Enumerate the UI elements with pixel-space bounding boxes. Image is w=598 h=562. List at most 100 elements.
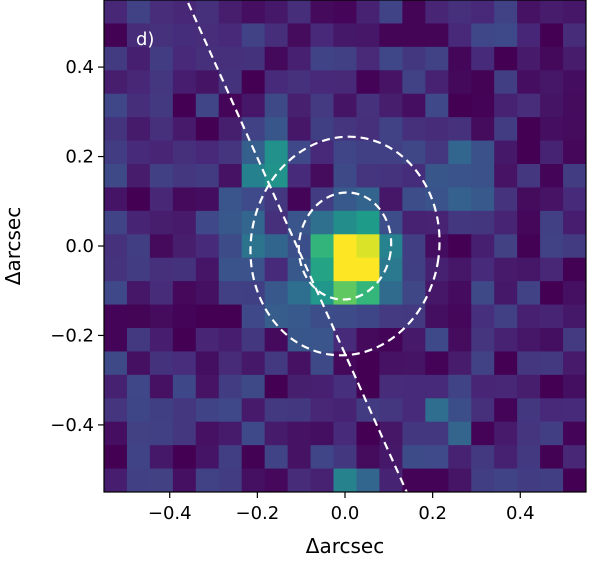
heatmap-cell — [218, 187, 243, 212]
heatmap-cell — [402, 164, 426, 189]
heatmap-cell — [287, 70, 312, 95]
heatmap-cell — [218, 164, 243, 189]
heatmap-cell — [126, 374, 151, 399]
heatmap-cell — [494, 468, 518, 492]
heatmap-cell — [356, 351, 381, 376]
heatmap-cell — [310, 328, 335, 353]
heatmap-cell — [287, 46, 312, 71]
heatmap-cell — [517, 234, 541, 259]
heatmap-cell — [402, 140, 426, 165]
heatmap-cell — [448, 304, 472, 329]
heatmap-cell — [195, 328, 220, 353]
heatmap-cell — [333, 140, 358, 165]
heatmap-cell — [264, 351, 289, 376]
heatmap-cell — [402, 281, 426, 306]
heatmap-cell — [195, 93, 220, 118]
heatmap-cell — [172, 234, 197, 259]
heatmap-cell — [563, 257, 586, 282]
heatmap-cell — [218, 351, 243, 376]
heatmap-cell — [356, 328, 381, 353]
heatmap-cell — [494, 140, 518, 165]
heatmap-cell — [172, 93, 197, 118]
heatmap-cell — [264, 445, 289, 470]
heatmap-cell — [425, 421, 449, 446]
heatmap-cell — [149, 70, 174, 95]
heatmap-cell — [540, 70, 564, 95]
heatmap-cell — [333, 398, 358, 423]
heatmap-cell — [149, 468, 174, 492]
heatmap-cell — [195, 445, 220, 470]
heatmap-cell — [287, 351, 312, 376]
heatmap-cell — [356, 164, 381, 189]
heatmap-cell — [563, 140, 586, 165]
heatmap-cell — [517, 468, 541, 492]
heatmap-cell — [104, 257, 128, 282]
heatmap-cell — [149, 421, 174, 446]
heatmap-cell — [126, 93, 151, 118]
heatmap-cell — [218, 398, 243, 423]
heatmap-cell — [448, 421, 472, 446]
heatmap-cell — [287, 421, 312, 446]
heatmap-cell — [494, 445, 518, 470]
heatmap-cell — [333, 351, 358, 376]
heatmap-cell — [264, 210, 289, 235]
heatmap-cell — [241, 23, 266, 48]
heatmap-cell — [494, 164, 518, 189]
heatmap-cell — [310, 140, 335, 165]
heatmap-cell — [195, 351, 220, 376]
heatmap-cell — [149, 398, 174, 423]
y-tick-label: 0.4 — [65, 57, 94, 78]
heatmap-cell — [494, 187, 518, 212]
heatmap-cell — [517, 46, 541, 71]
heatmap-cell — [540, 0, 564, 25]
heatmap-cell — [471, 421, 495, 446]
heatmap-cell — [425, 93, 449, 118]
heatmap-cell — [149, 46, 174, 71]
heatmap-cell — [471, 23, 495, 48]
heatmap-cell — [218, 210, 243, 235]
heatmap-cell — [379, 257, 403, 282]
heatmap-cell — [540, 117, 564, 142]
heatmap-cell — [333, 281, 358, 306]
heatmap-cell — [471, 281, 495, 306]
heatmap-cell — [379, 70, 403, 95]
heatmap-cell — [471, 140, 495, 165]
heatmap-cell — [517, 398, 541, 423]
heatmap-cell — [310, 398, 335, 423]
heatmap-cell — [104, 421, 128, 446]
heatmap-cell — [517, 164, 541, 189]
heatmap-cell — [333, 164, 358, 189]
heatmap-cell — [264, 257, 289, 282]
heatmap-cell — [241, 398, 266, 423]
heatmap-cell — [448, 468, 472, 492]
heatmap-cell — [195, 257, 220, 282]
heatmap-cell — [310, 23, 335, 48]
heatmap-cell — [517, 445, 541, 470]
heatmap-cell — [310, 351, 335, 376]
heatmap-cell — [218, 117, 243, 142]
heatmap-cell — [126, 257, 151, 282]
heatmap-cell — [402, 257, 426, 282]
heatmap-cell — [287, 164, 312, 189]
heatmap-cell — [448, 117, 472, 142]
heatmap-cell — [241, 304, 266, 329]
heatmap-cell — [310, 117, 335, 142]
heatmap-cell — [517, 70, 541, 95]
heatmap-cell — [333, 234, 358, 259]
heatmap-cell — [241, 468, 266, 492]
heatmap-cell — [494, 0, 518, 25]
heatmap-cell — [471, 93, 495, 118]
heatmap-cell — [149, 445, 174, 470]
heatmap-cell — [563, 187, 586, 212]
heatmap-cell — [471, 164, 495, 189]
heatmap-cell — [333, 70, 358, 95]
heatmap-cell — [425, 140, 449, 165]
heatmap-cell — [310, 210, 335, 235]
heatmap-cell — [540, 421, 564, 446]
heatmap-cell — [448, 445, 472, 470]
heatmap-cell — [517, 281, 541, 306]
heatmap-cell — [195, 140, 220, 165]
heatmap-cell — [379, 117, 403, 142]
heatmap-cell — [218, 281, 243, 306]
heatmap-cell — [425, 164, 449, 189]
